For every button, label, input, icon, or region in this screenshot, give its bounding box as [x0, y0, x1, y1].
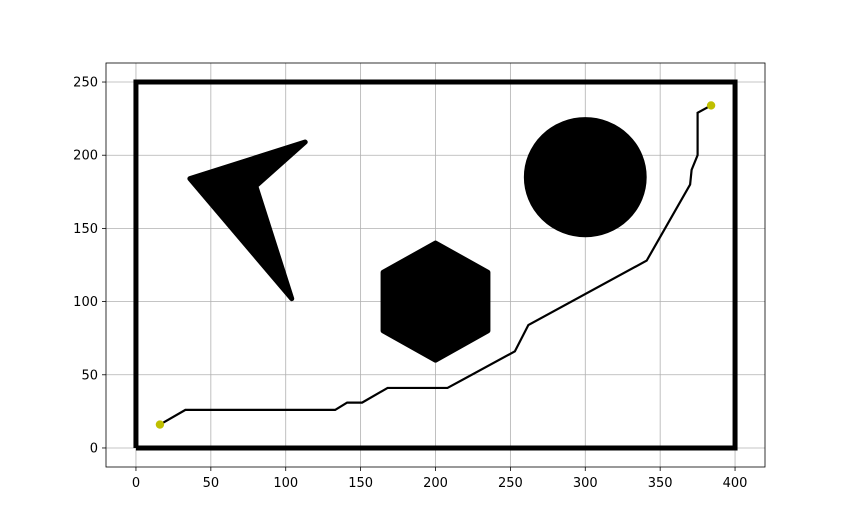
y-tick-label: 150	[73, 222, 98, 237]
boundary-layer	[133, 79, 738, 451]
y-tick-label: 0	[90, 441, 98, 456]
goal-point	[706, 101, 716, 110]
x-tick-label: 300	[573, 476, 598, 491]
y-tick-label: 250	[73, 76, 98, 91]
boundary	[133, 79, 738, 451]
x-tick-label: 150	[348, 476, 373, 491]
y-tick-label: 100	[73, 295, 98, 310]
x-tick-label: 400	[723, 476, 748, 491]
start-point	[155, 420, 165, 429]
circle-obstacle	[523, 117, 647, 238]
y-axis: 0 50 100 150 200 250	[73, 76, 106, 456]
x-tick-label: 200	[423, 476, 448, 491]
x-tick-label: 250	[498, 476, 523, 491]
endpoint-layer	[155, 101, 716, 429]
planned-path	[159, 104, 712, 426]
x-tick-label: 50	[203, 476, 220, 491]
y-tick-label: 200	[73, 149, 98, 164]
x-tick-label: 0	[132, 476, 140, 491]
arrowhead-obstacle	[187, 139, 308, 302]
x-axis: 0 50 100 150 200 250 300 350 400	[132, 467, 748, 491]
plot-area	[106, 63, 765, 467]
x-tick-label: 100	[273, 476, 298, 491]
axes-frame	[105, 62, 766, 468]
path-layer	[159, 104, 712, 426]
y-tick-label: 50	[81, 368, 98, 383]
hexagon-obstacle	[380, 240, 491, 363]
obstacle-layer	[187, 117, 647, 363]
x-tick-label: 350	[648, 476, 673, 491]
